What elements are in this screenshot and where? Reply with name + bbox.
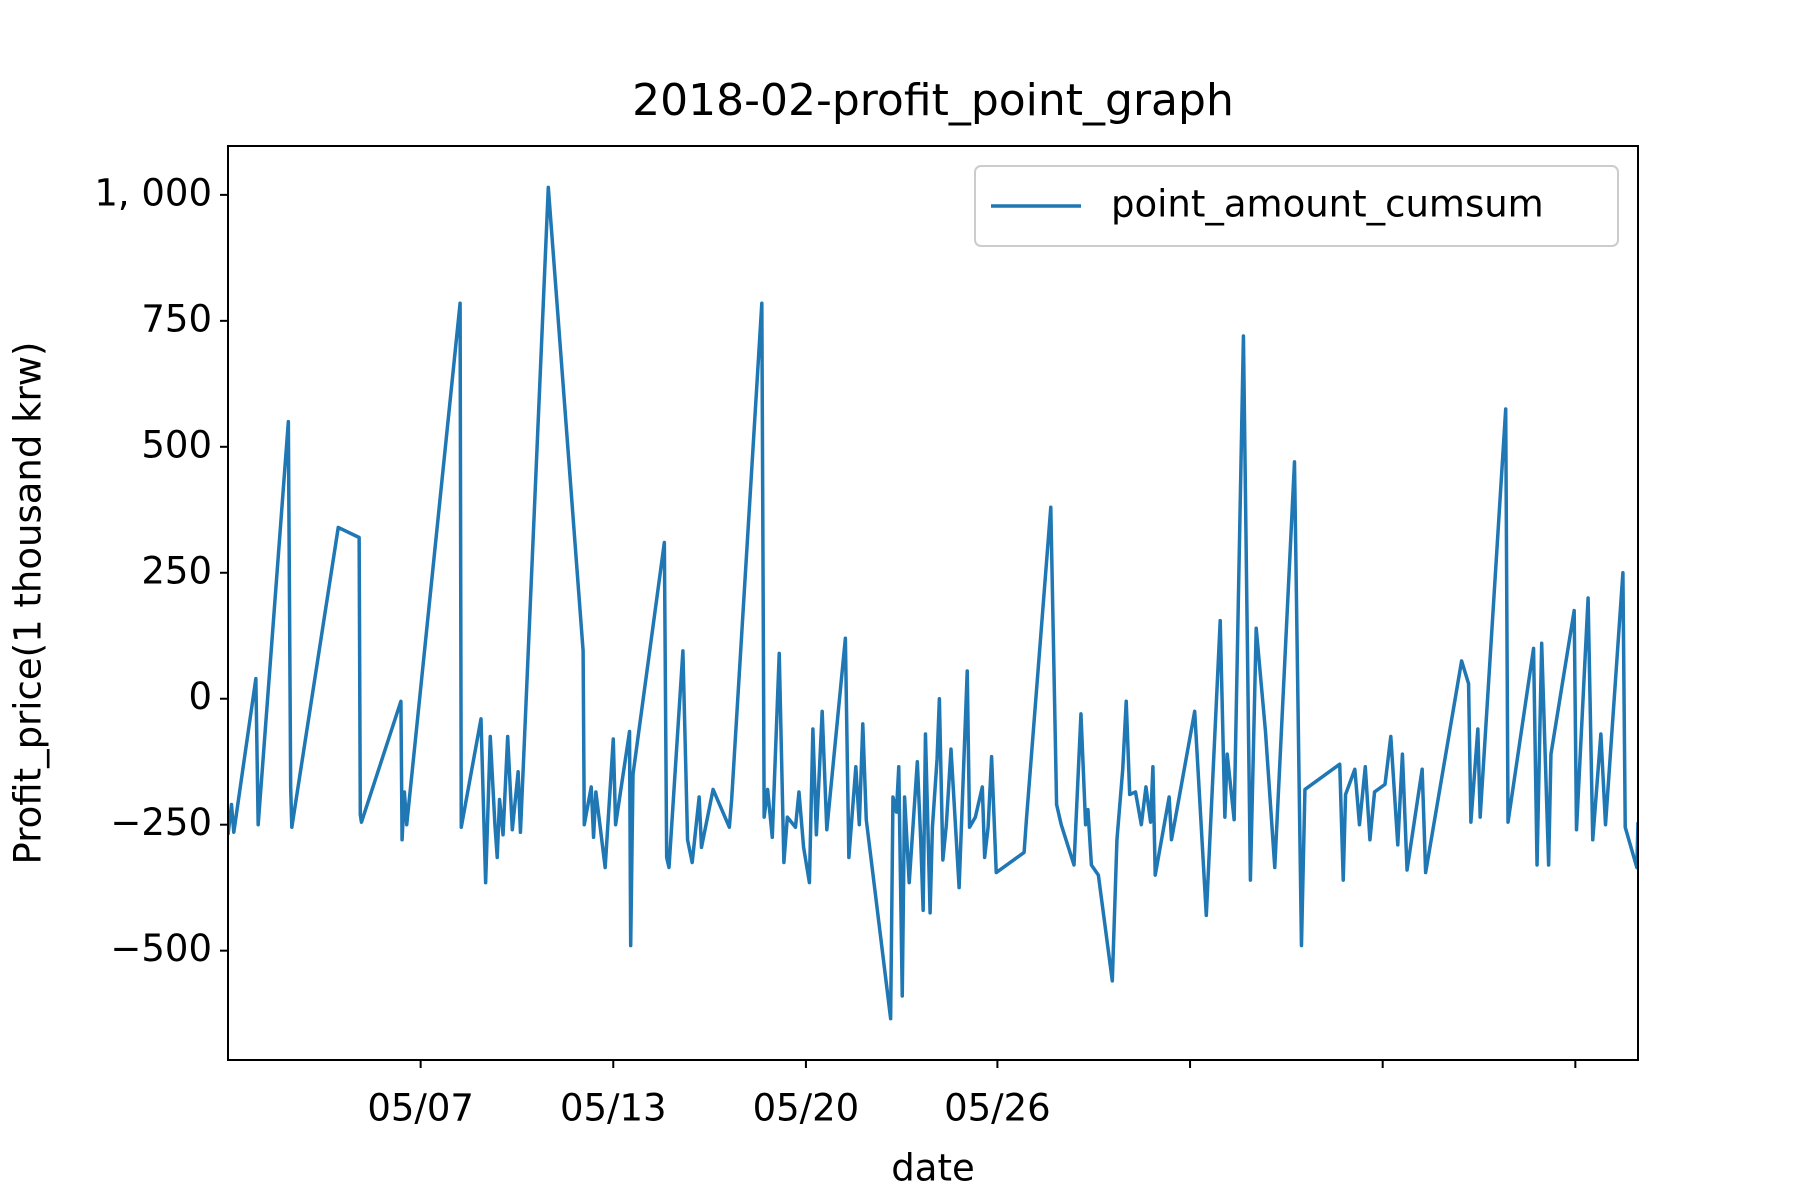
legend-box: [974, 165, 1619, 247]
y-tick-label: 750: [141, 297, 212, 340]
y-tick-label: 500: [141, 423, 212, 466]
legend-label: point_amount_cumsum: [1111, 183, 1544, 226]
plot-frame: [227, 145, 1639, 1061]
y-tick-label: 250: [141, 549, 212, 592]
x-tick-label: 05/13: [560, 1087, 667, 1130]
y-axis-label: Profit_price(1 thousand krw): [7, 342, 50, 865]
y-tick-label: 0: [188, 675, 212, 718]
x-tick-label: 05/26: [944, 1087, 1051, 1130]
y-tick-label: −250: [110, 801, 212, 844]
data-line: [228, 185, 1638, 1021]
y-tick-label: −500: [110, 927, 212, 970]
x-tick-label: 05/07: [367, 1087, 474, 1130]
y-tick-label: 1, 000: [94, 171, 212, 214]
x-axis-label: date: [891, 1147, 974, 1190]
x-tick-label: 05/20: [753, 1087, 860, 1130]
chart-title: 2018-02-profit_point_graph: [632, 75, 1234, 126]
